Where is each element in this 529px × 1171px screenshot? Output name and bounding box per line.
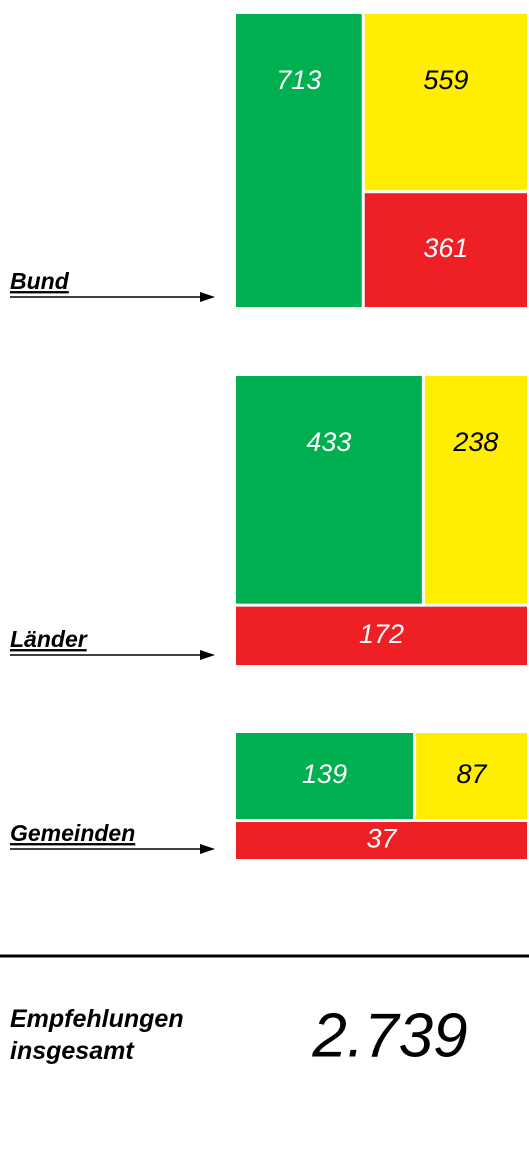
value-label: 139 bbox=[302, 759, 347, 789]
value-label: 361 bbox=[423, 233, 468, 263]
treemap-cell bbox=[236, 14, 362, 307]
group-title: Bund bbox=[10, 268, 70, 294]
treemap-cell bbox=[236, 376, 422, 604]
value-label: 238 bbox=[452, 427, 498, 457]
value-label: 87 bbox=[457, 759, 488, 789]
group-title: Länder bbox=[10, 626, 88, 652]
treemap-cell bbox=[236, 606, 527, 665]
value-label: 559 bbox=[423, 65, 468, 95]
value-label: 433 bbox=[306, 427, 351, 457]
treemap-cell bbox=[364, 193, 527, 307]
arrow-head bbox=[200, 844, 215, 854]
value-label: 713 bbox=[276, 65, 321, 95]
treemap-cell bbox=[364, 14, 527, 191]
treemap-cell bbox=[424, 376, 527, 604]
treemap-cell bbox=[236, 733, 414, 819]
total-value: 2.739 bbox=[311, 1001, 467, 1070]
arrow-head bbox=[200, 292, 215, 302]
total-label: Empfehlungen insgesamt bbox=[10, 1005, 184, 1065]
value-label: 37 bbox=[366, 824, 397, 854]
treemap-cell bbox=[416, 733, 527, 819]
value-label: 172 bbox=[359, 619, 404, 649]
treemap-cell bbox=[236, 822, 527, 859]
arrow-head bbox=[200, 650, 215, 660]
group-title: Gemeinden bbox=[10, 820, 135, 846]
